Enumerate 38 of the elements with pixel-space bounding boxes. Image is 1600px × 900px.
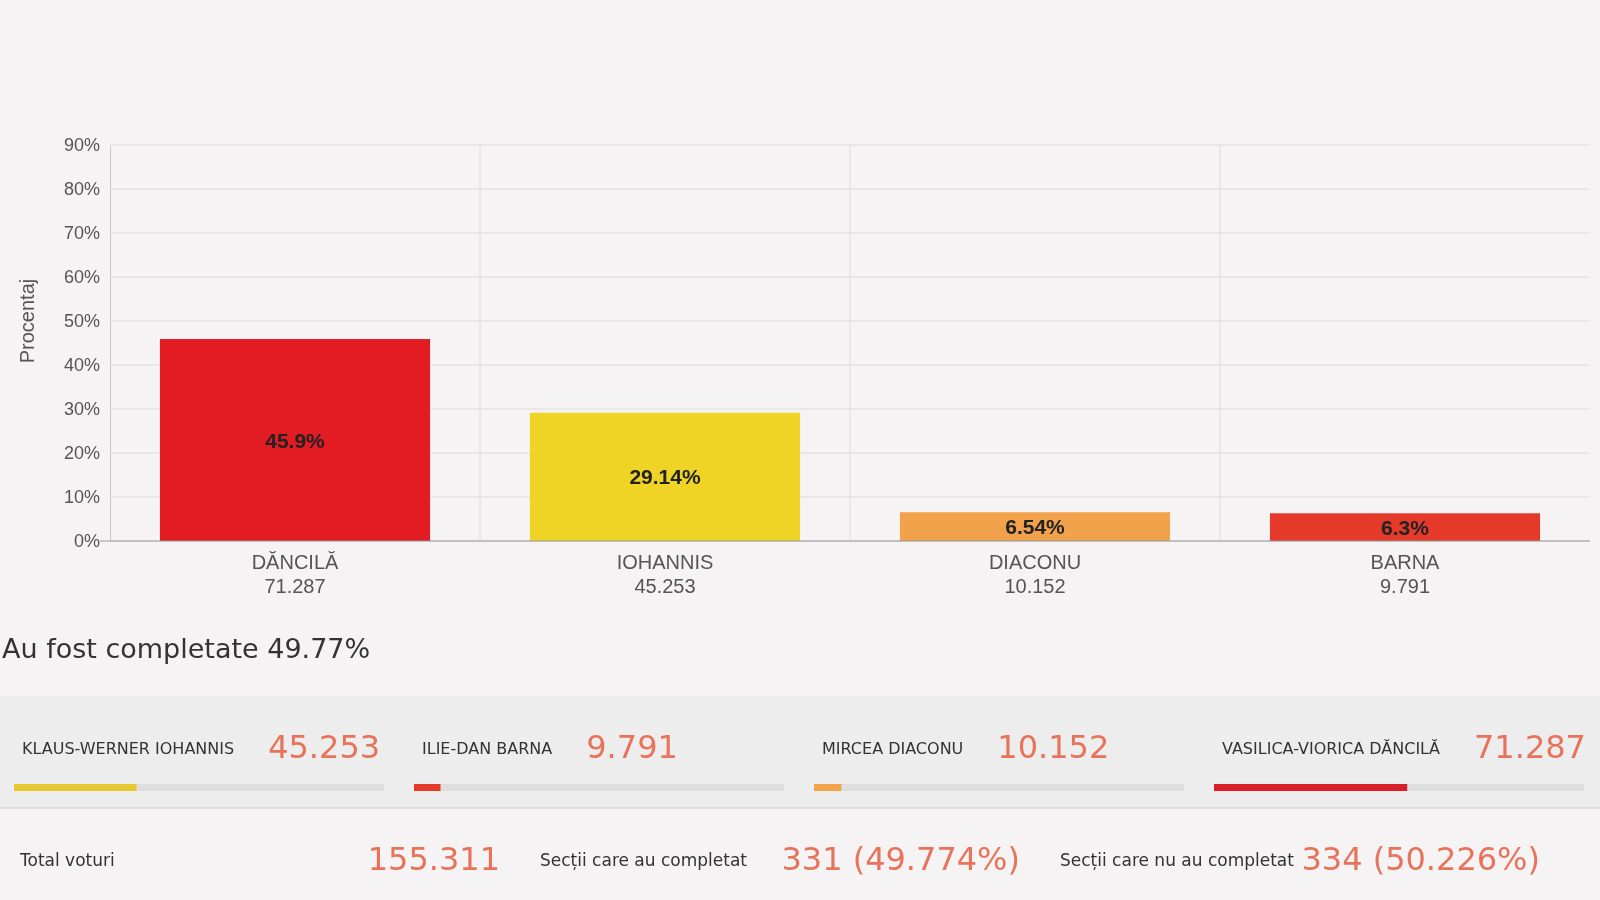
category-label: ILIE-DAN BARNA bbox=[422, 739, 553, 758]
bar bbox=[159, 339, 431, 541]
bar bbox=[899, 512, 1171, 541]
y-tick-label: 80% bbox=[63, 179, 100, 200]
bar bbox=[1269, 513, 1541, 541]
y-tick-label: 20% bbox=[63, 443, 100, 464]
y-tick-label: 70% bbox=[63, 223, 100, 244]
y-tick-label: 40% bbox=[63, 355, 100, 376]
data-label: 6.3% bbox=[1381, 515, 1430, 539]
y-tick-label: 30% bbox=[63, 399, 100, 420]
x-tick-label: BARNA 9.791 bbox=[1370, 551, 1441, 598]
category-label: KLAUS-WERNER IOHANNIS bbox=[22, 739, 235, 758]
bar bbox=[529, 412, 801, 541]
y-tick-label: 0% bbox=[73, 531, 100, 552]
data-label: 29.14% bbox=[629, 465, 701, 489]
text: Secții care au completat bbox=[540, 850, 748, 870]
y-tick-label: 10% bbox=[63, 487, 100, 508]
data-label: 45.9% bbox=[265, 428, 326, 452]
data-label: 10.152 bbox=[997, 728, 1110, 766]
category-label: VASILICA-VIORICA DĂNCILĂ bbox=[1222, 739, 1441, 758]
data-label: 6.54% bbox=[1005, 515, 1066, 539]
text: Secții care nu au completat bbox=[1060, 850, 1295, 870]
category-label: MIRCEA DIACONU bbox=[822, 739, 964, 758]
x-tick-label: DĂNCILĂ 71.287 bbox=[251, 551, 339, 598]
x-tick-label: DIACONU 10.152 bbox=[988, 551, 1082, 598]
text: 155.311 bbox=[367, 840, 500, 878]
text: Au fost completate 49.77% bbox=[2, 633, 371, 664]
data-label: 45.253 bbox=[268, 728, 381, 766]
data-label: 9.791 bbox=[586, 728, 678, 766]
y-tick-label: 60% bbox=[63, 267, 100, 288]
data-label: 71.287 bbox=[1473, 728, 1586, 766]
y-axis-title: Procentaj bbox=[16, 278, 38, 364]
text: 331 (49.774%) bbox=[781, 840, 1020, 878]
text: Total voturi bbox=[19, 850, 115, 870]
y-tick-label: 50% bbox=[63, 311, 100, 332]
text: 334 (50.226%) bbox=[1301, 840, 1540, 878]
y-tick-label: 90% bbox=[63, 135, 100, 156]
x-tick-label: IOHANNIS 45.253 bbox=[616, 551, 714, 598]
